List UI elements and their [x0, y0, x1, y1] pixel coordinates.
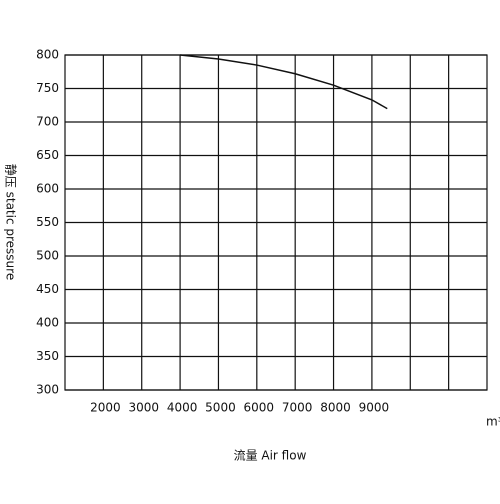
x-axis-label: 流量 Air flow — [234, 449, 307, 463]
x-tick-label: 3000 — [128, 401, 159, 415]
y-tick-label: 650 — [36, 148, 59, 162]
y-tick-label: 600 — [36, 182, 59, 196]
y-tick-label: 300 — [36, 383, 59, 397]
x-tick-label: 2000 — [90, 401, 121, 415]
x-unit: m³ — [486, 415, 500, 429]
y-tick-label: 700 — [36, 115, 59, 129]
y-tick-label: 750 — [36, 81, 59, 95]
y-tick-label: 550 — [36, 215, 59, 229]
x-tick-label: 9000 — [359, 401, 390, 415]
y-tick-label: 400 — [36, 316, 59, 330]
y-tick-label: 800 — [36, 48, 59, 62]
y-tick-label: 450 — [36, 282, 59, 296]
curve — [180, 54, 388, 110]
x-tick-label: 7000 — [282, 401, 313, 415]
y-tick-label: 350 — [36, 349, 59, 363]
x-tick-label: 4000 — [167, 401, 198, 415]
y-tick-label: 500 — [36, 249, 59, 263]
x-tick-label: 6000 — [244, 401, 275, 415]
x-tick-label: 8000 — [320, 401, 351, 415]
y-axis-label: 静压 static pressure — [4, 164, 18, 280]
x-tick-label: 5000 — [205, 401, 236, 415]
